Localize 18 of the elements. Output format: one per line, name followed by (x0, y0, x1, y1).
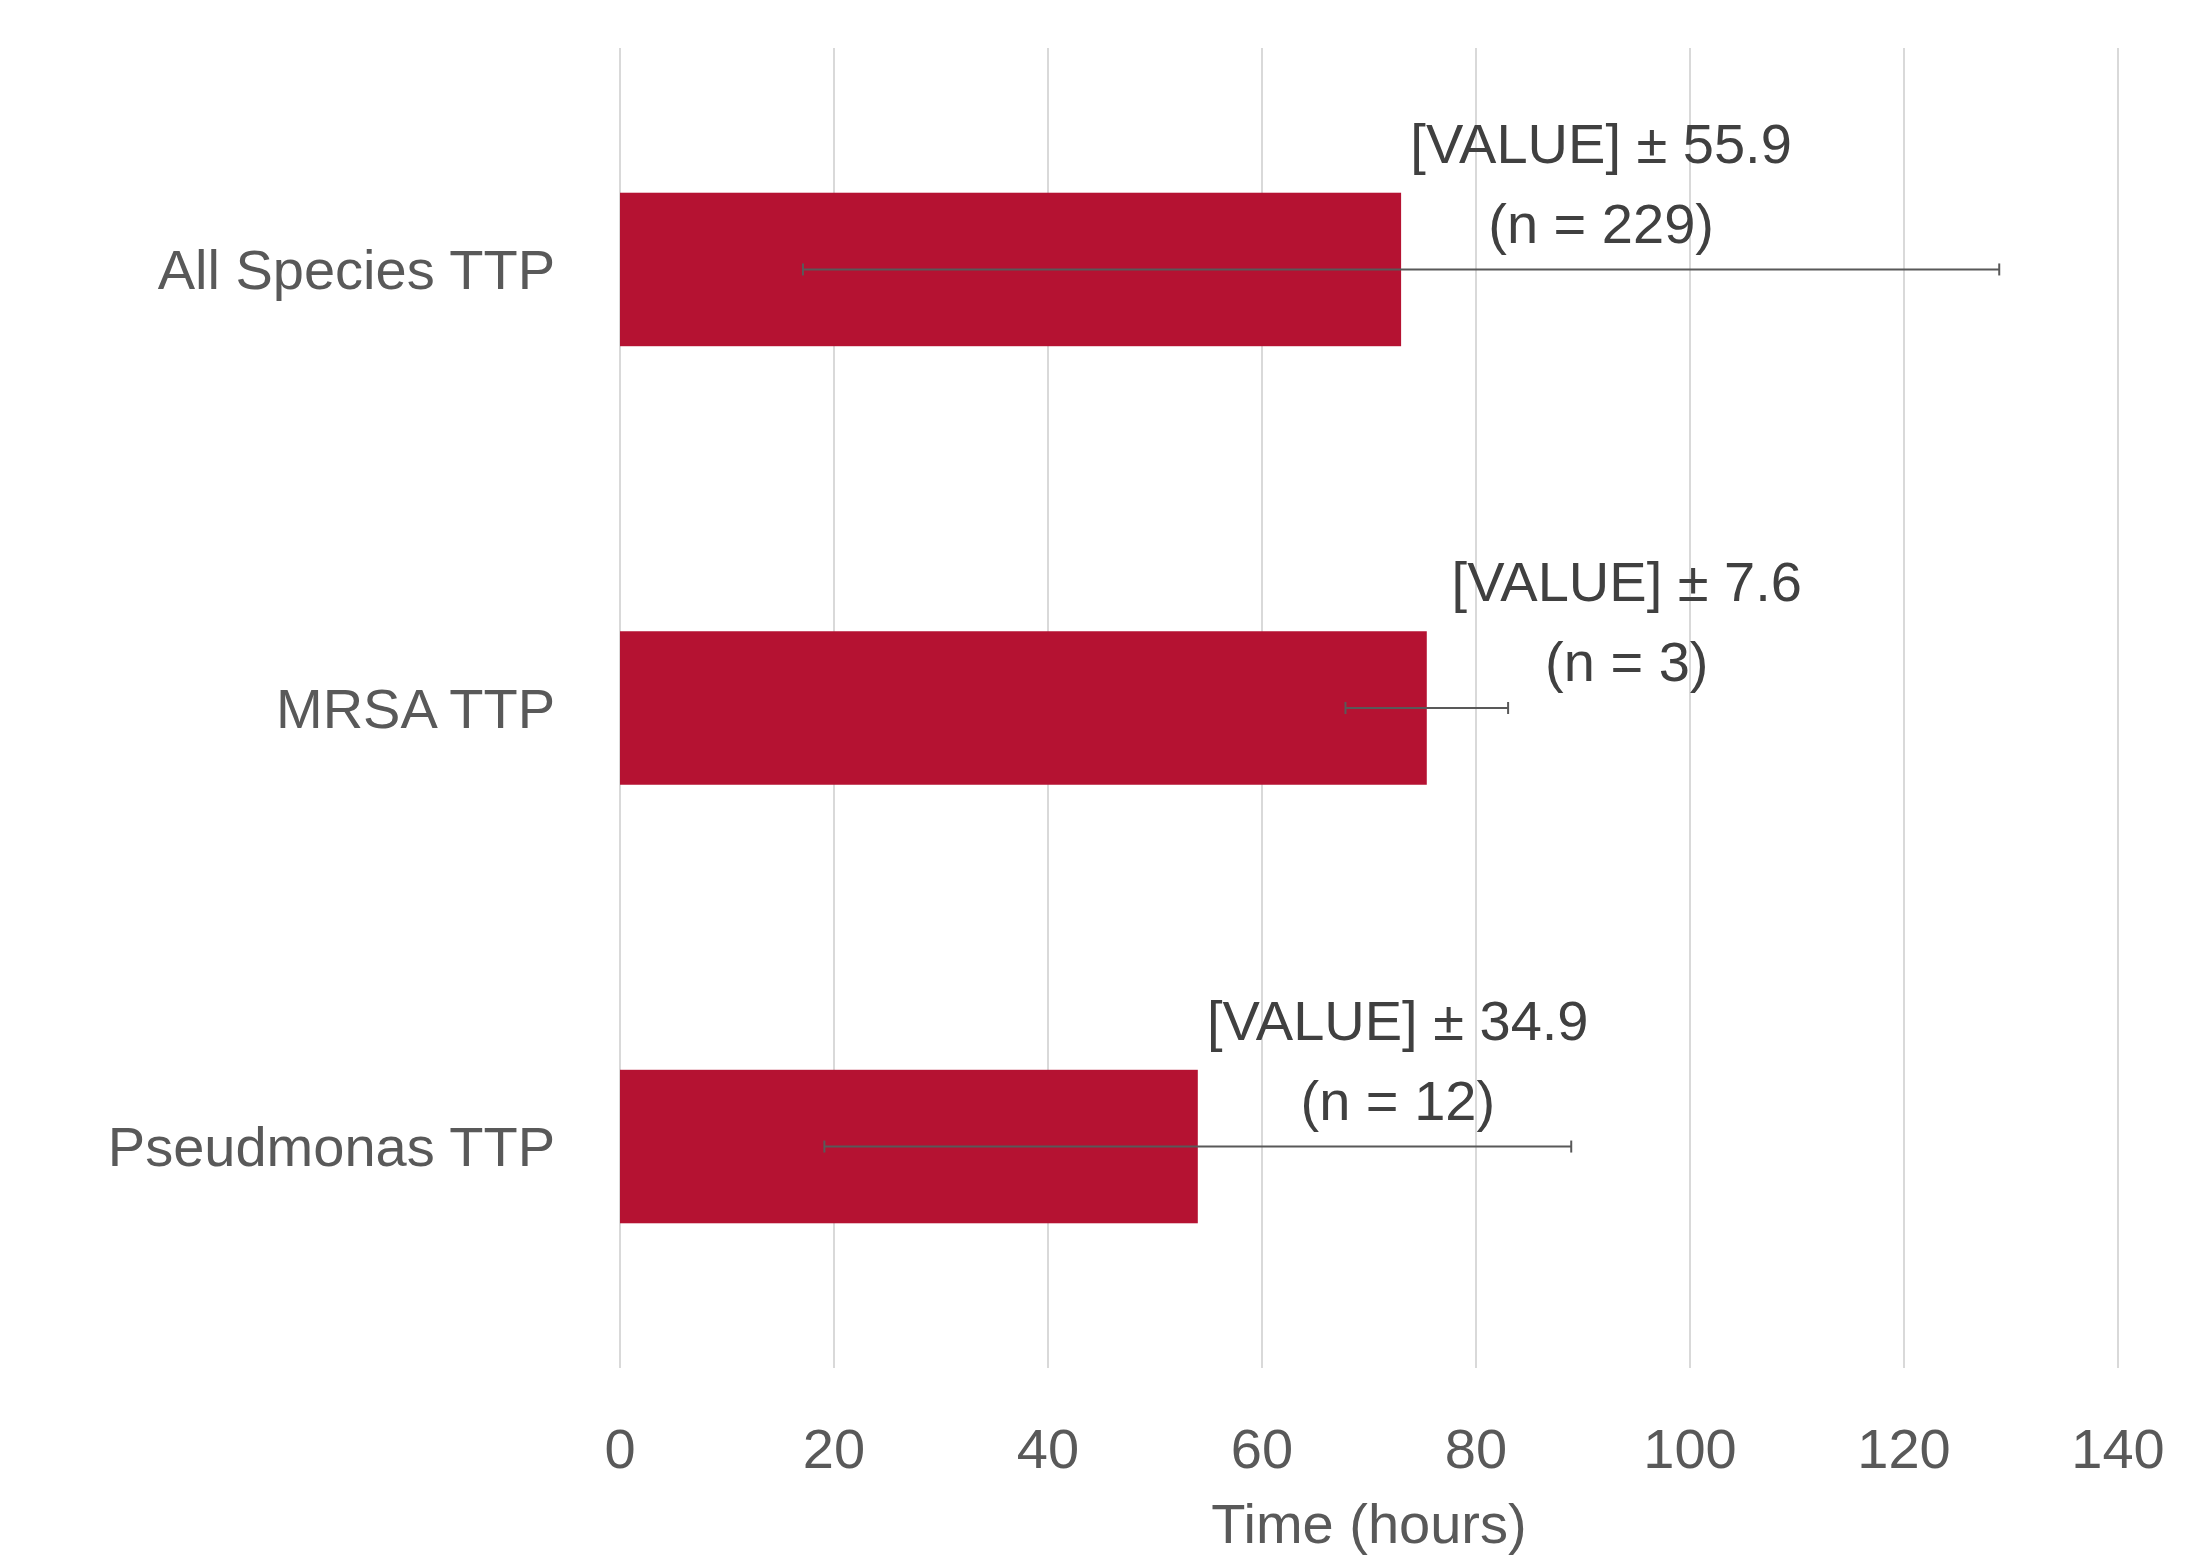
x-tick-label: 40 (1016, 1417, 1080, 1480)
x-tick-label: 120 (1857, 1417, 1951, 1480)
data-label: [VALUE] ± 55.9 (n = 229) (1410, 111, 1792, 255)
y-tick-label: All Species TTP (157, 238, 555, 302)
x-tick-label: 80 (1444, 1417, 1508, 1480)
y-tick-label: MRSA TTP (275, 676, 555, 740)
x-tick-label: 20 (802, 1417, 866, 1480)
data-label: [VALUE] ± 34.9 (n = 12) (1207, 988, 1589, 1132)
y-tick-label: Pseudmonas TTP (107, 1115, 555, 1179)
x-tick-label: 60 (1230, 1417, 1294, 1480)
bar (620, 192, 1402, 347)
data-label: [VALUE] ± 7.6 (n = 3) (1451, 550, 1802, 694)
x-axis-title: Time (hours) (1211, 1492, 1527, 1555)
bar (620, 1069, 1198, 1224)
x-tick-label: 100 (1643, 1417, 1737, 1480)
x-tick-label: 0 (604, 1417, 636, 1480)
bar (620, 631, 1427, 785)
x-tick-label: 140 (2071, 1417, 2165, 1480)
